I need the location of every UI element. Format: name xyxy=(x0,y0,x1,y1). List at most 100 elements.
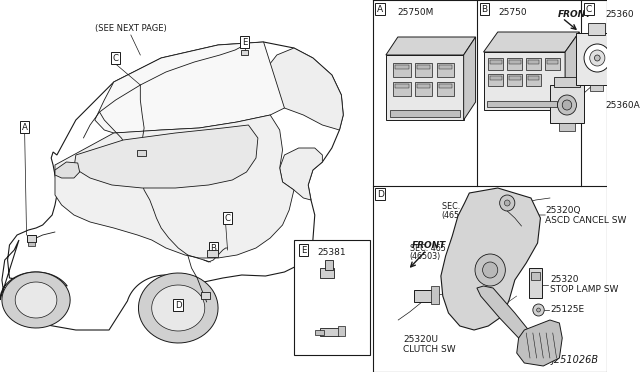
Bar xyxy=(559,123,575,131)
Polygon shape xyxy=(2,272,70,328)
Polygon shape xyxy=(386,55,463,120)
Polygon shape xyxy=(95,42,284,133)
Text: 25320: 25320 xyxy=(550,276,579,285)
Bar xyxy=(415,82,433,96)
Bar xyxy=(490,60,502,64)
Bar xyxy=(616,43,622,63)
Text: D: D xyxy=(175,301,182,310)
Text: 25750M: 25750M xyxy=(397,7,433,16)
Polygon shape xyxy=(565,32,579,110)
Bar xyxy=(325,260,333,270)
Polygon shape xyxy=(386,37,476,55)
Circle shape xyxy=(533,304,544,316)
Bar xyxy=(437,63,454,77)
Bar xyxy=(26,235,36,242)
Bar xyxy=(508,74,522,86)
Circle shape xyxy=(595,55,600,61)
Circle shape xyxy=(500,195,515,211)
Bar xyxy=(294,240,370,355)
Circle shape xyxy=(589,50,605,66)
Circle shape xyxy=(584,44,611,72)
Polygon shape xyxy=(484,32,579,52)
Polygon shape xyxy=(55,162,79,178)
Bar xyxy=(321,328,339,336)
Bar xyxy=(417,84,431,88)
Text: B: B xyxy=(481,4,488,13)
Text: FRONT: FRONT xyxy=(412,241,445,250)
Polygon shape xyxy=(55,115,294,258)
Polygon shape xyxy=(463,37,476,120)
Bar xyxy=(207,250,218,257)
Text: J251026B: J251026B xyxy=(552,355,599,365)
Circle shape xyxy=(536,308,540,312)
Bar xyxy=(509,76,520,80)
Text: C: C xyxy=(586,4,592,13)
Circle shape xyxy=(475,254,506,286)
Polygon shape xyxy=(254,48,343,130)
Bar xyxy=(531,272,540,280)
Circle shape xyxy=(562,100,572,110)
Text: 25560M: 25560M xyxy=(534,80,571,90)
Bar xyxy=(547,60,559,64)
Text: (SEE NEXT PAGE): (SEE NEXT PAGE) xyxy=(95,23,166,32)
Circle shape xyxy=(483,262,498,278)
Bar xyxy=(528,60,540,64)
Polygon shape xyxy=(441,188,540,330)
Bar xyxy=(431,286,439,304)
Bar xyxy=(390,110,460,117)
Text: E: E xyxy=(242,38,248,46)
Bar xyxy=(321,268,333,278)
Bar xyxy=(439,65,452,69)
Text: ASCD CANCEL SW: ASCD CANCEL SW xyxy=(545,215,627,224)
Text: 25381: 25381 xyxy=(317,247,346,257)
Text: D: D xyxy=(377,189,383,199)
Bar xyxy=(241,50,248,55)
Polygon shape xyxy=(74,125,258,188)
Bar xyxy=(417,65,431,69)
Text: 25360: 25360 xyxy=(605,10,634,19)
Polygon shape xyxy=(484,52,565,110)
Bar xyxy=(526,58,541,70)
Text: E: E xyxy=(301,246,306,254)
Bar xyxy=(509,60,520,64)
Polygon shape xyxy=(15,282,57,318)
Bar xyxy=(439,84,452,88)
Circle shape xyxy=(557,95,577,115)
Text: C: C xyxy=(113,54,118,62)
Bar xyxy=(315,330,324,335)
Bar xyxy=(490,76,502,80)
Text: (46503): (46503) xyxy=(410,253,441,262)
Polygon shape xyxy=(516,320,562,366)
Bar xyxy=(577,33,616,85)
Bar xyxy=(337,326,345,336)
Text: CLUTCH SW: CLUTCH SW xyxy=(403,346,456,355)
Text: STOP LAMP SW: STOP LAMP SW xyxy=(550,285,618,295)
Text: SEC. 465: SEC. 465 xyxy=(410,244,445,253)
Text: 25360A: 25360A xyxy=(605,100,639,109)
Bar xyxy=(526,74,541,86)
Circle shape xyxy=(612,122,623,134)
Bar xyxy=(554,77,580,87)
Bar xyxy=(414,290,435,302)
Bar xyxy=(28,242,35,246)
Text: B: B xyxy=(211,244,216,253)
Bar xyxy=(394,82,410,96)
Polygon shape xyxy=(138,273,218,343)
Bar xyxy=(415,63,433,77)
Bar xyxy=(201,292,211,299)
Bar xyxy=(136,150,146,156)
Polygon shape xyxy=(0,42,343,330)
Bar xyxy=(545,58,561,70)
Text: C: C xyxy=(225,214,230,222)
Bar xyxy=(588,23,605,35)
Text: FRONT: FRONT xyxy=(557,10,592,19)
Bar xyxy=(396,84,409,88)
Text: A: A xyxy=(22,122,28,131)
Bar xyxy=(488,58,504,70)
Bar xyxy=(488,74,504,86)
Bar xyxy=(529,268,542,298)
Text: SEC. 465: SEC. 465 xyxy=(442,202,477,211)
Text: (4650L): (4650L) xyxy=(442,211,472,219)
Bar xyxy=(487,101,557,107)
Text: 25125E: 25125E xyxy=(550,305,584,314)
